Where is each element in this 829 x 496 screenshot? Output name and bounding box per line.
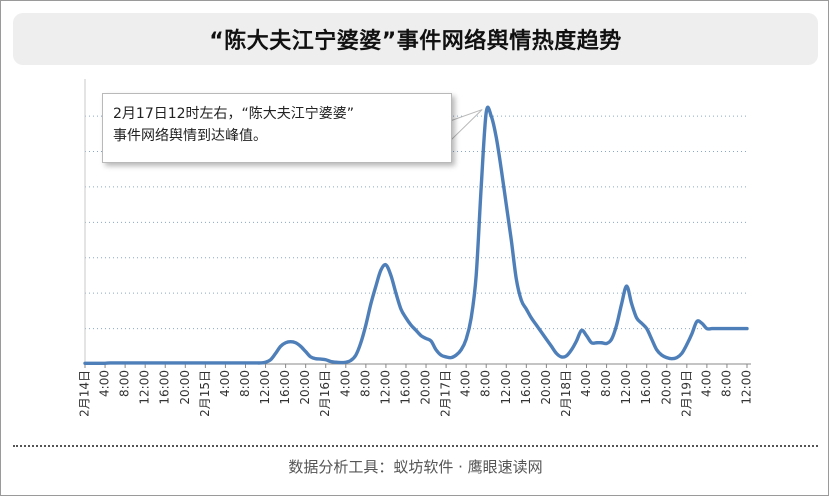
x-tick-label-6: 2月15日	[198, 370, 212, 417]
x-tick-label-9: 12:00	[258, 370, 272, 405]
x-tick-label-17: 20:00	[419, 370, 433, 405]
x-tick-label-8: 8:00	[238, 370, 252, 397]
x-tick-label-2: 8:00	[118, 370, 132, 397]
x-tick-label-22: 16:00	[519, 370, 533, 405]
footer-source: 数据分析工具：蚁坊软件 · 鹰眼速读网	[288, 458, 543, 476]
x-tick-label-29: 20:00	[659, 370, 673, 405]
x-tick-label-19: 4:00	[459, 370, 473, 397]
x-tick-label-21: 12:00	[499, 370, 513, 405]
series-line-heat	[83, 105, 749, 366]
chart-title: “陈大夫江宁婆婆”事件网络舆情热度趋势	[209, 29, 622, 54]
x-tick-label-26: 8:00	[599, 370, 613, 397]
callout-pointer	[449, 109, 483, 143]
x-tick-label-18: 2月17日	[439, 370, 453, 417]
x-tick-label-28: 16:00	[639, 370, 653, 405]
x-tick-label-4: 16:00	[158, 370, 172, 405]
x-tick-label-25: 4:00	[579, 370, 593, 397]
x-tick-label-14: 8:00	[358, 370, 372, 397]
x-tick-label-30: 2月19日	[679, 370, 693, 417]
x-tick-label-23: 20:00	[539, 370, 553, 405]
x-tick-label-27: 12:00	[619, 370, 633, 405]
x-tick-label-5: 20:00	[178, 370, 192, 405]
callout-line-1: 2月17日12时左右，“陈大夫江宁婆婆”	[113, 106, 355, 122]
x-tick-label-13: 4:00	[338, 370, 352, 397]
x-tick-label-3: 12:00	[138, 370, 152, 405]
x-tick-label-12: 2月16日	[318, 370, 332, 417]
x-tick-label-16: 16:00	[398, 370, 412, 405]
x-tick-label-1: 4:00	[98, 370, 112, 397]
x-tick-label-20: 8:00	[479, 370, 493, 397]
callout-line-2: 事件网络舆情到达峰值。	[113, 128, 267, 144]
x-tick-label-33: 12:00	[740, 370, 754, 405]
title-bar: “陈大夫江宁婆婆”事件网络舆情热度趋势	[13, 13, 818, 65]
x-tick-label-0: 2月14日	[78, 370, 92, 417]
x-tick-label-10: 16:00	[278, 370, 292, 405]
x-tick-label-32: 8:00	[719, 370, 733, 397]
x-tick-label-15: 12:00	[378, 370, 392, 405]
trend-chart: 2月14日 4:00 8:00 12:00 16:00 20:00 2月15日 4:00 8:0…	[78, 79, 754, 417]
x-tick-label-31: 4:00	[699, 370, 713, 397]
peak-annotation-callout: 2月17日12时左右，“陈大夫江宁婆婆” 事件网络舆情到达峰值。	[102, 93, 452, 163]
x-tick-label-24: 2月18日	[559, 370, 573, 417]
x-tick-label-11: 20:00	[298, 370, 312, 405]
footer-divider	[13, 445, 818, 447]
x-tick-label-7: 4:00	[218, 370, 232, 397]
